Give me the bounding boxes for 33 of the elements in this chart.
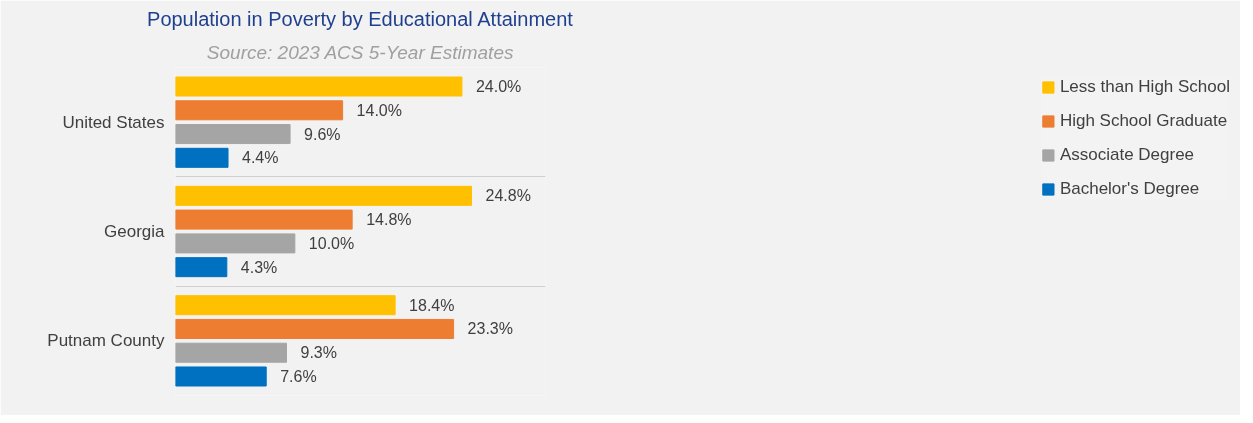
bar [175,209,353,230]
data-label: 9.3% [300,344,337,362]
bar [175,366,267,387]
data-label: 23.3% [467,320,513,338]
data-label: 14.0% [356,101,402,119]
data-label: 9.6% [304,125,341,143]
data-label: 4.4% [242,149,279,167]
bar [175,342,287,363]
bar [175,76,463,97]
y-tick-label: Putnam County [47,331,165,351]
bar [175,147,229,168]
y-tick-label: United States [62,112,165,132]
data-label: 18.4% [409,296,455,314]
legend-label: Bachelor's Degree [1059,179,1200,199]
chart-subtitle: Source: 2023 ACS 5-Year Estimates [206,41,514,63]
bar [175,124,291,145]
data-label: 10.0% [308,234,355,252]
bar [175,295,396,316]
legend-label: High School Graduate [1059,111,1228,131]
bar [175,318,455,339]
bar [175,100,344,121]
bar [175,233,296,254]
data-label: 7.6% [280,367,317,385]
y-tick-label: Georgia [104,222,166,241]
bar [175,185,472,206]
data-label: 4.3% [240,258,278,276]
bar [175,257,228,278]
data-label: 24.0% [475,78,522,96]
data-label: 24.8% [485,187,531,205]
data-label: 14.8% [366,211,412,229]
chart-title: Population in Poverty by Educational Attainment [147,7,574,30]
legend-label: Associate Degree [1059,145,1195,165]
legend-label: Less than High School [1059,77,1230,97]
